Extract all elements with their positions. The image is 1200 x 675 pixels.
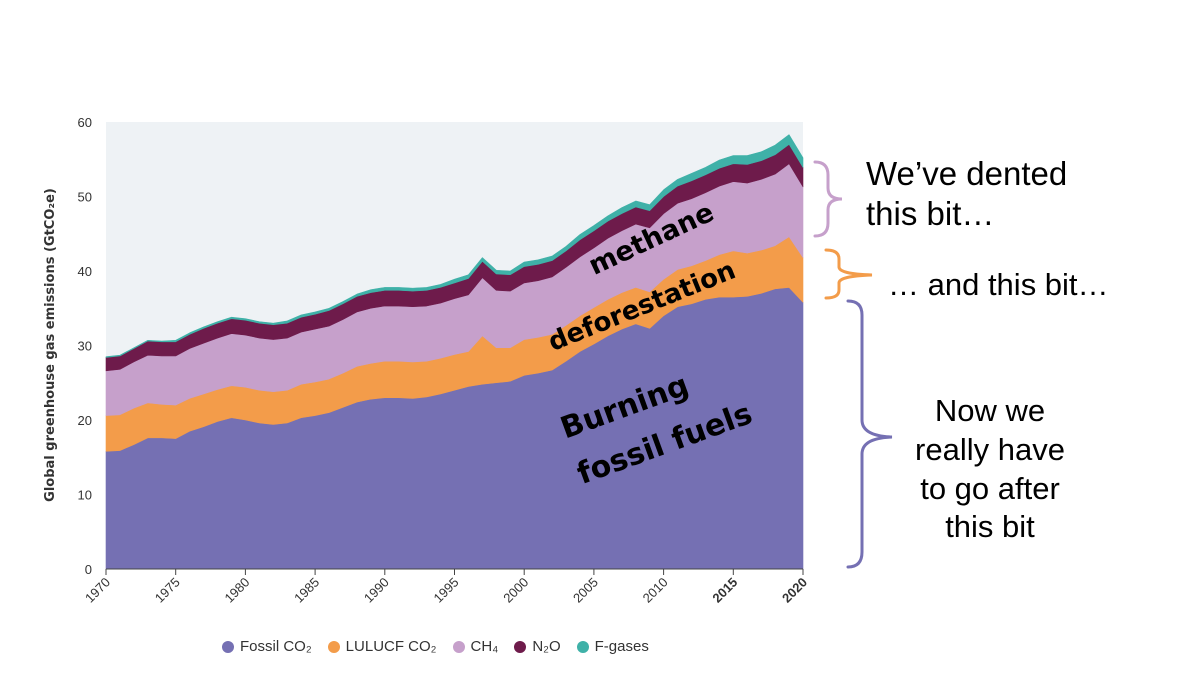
y-tick-label: 60 [78, 115, 92, 130]
x-tick-label: 1975 [152, 575, 183, 606]
methane-brace [813, 160, 843, 238]
x-tick-label: 2010 [640, 575, 671, 606]
x-tick-label: 2015 [709, 575, 740, 606]
y-tick-label: 40 [78, 264, 92, 279]
and-this-note: … and this bit… [888, 266, 1109, 303]
y-tick-label: 50 [78, 190, 92, 205]
area-f-gases [105, 134, 804, 358]
x-tick-label: 1970 [82, 575, 113, 606]
and-this-note-line: … and this bit… [888, 267, 1109, 302]
now-note-line1: Now we [934, 393, 1046, 428]
x-tick-label: 2005 [570, 575, 601, 606]
now-note-line4: this bit [945, 509, 1035, 545]
legend: Fossil CO₂ LULUCF CO₂ CH₄ N₂O F-gases [222, 638, 649, 655]
x-tick-label: 1980 [221, 575, 252, 606]
legend-item-f-gases: F-gases [576, 638, 649, 655]
now-note: Now we really have to go after this bit [880, 392, 1100, 547]
legend-label: N₂O [532, 638, 561, 655]
legend-swatch [576, 640, 589, 653]
legend-label: CH₄ [470, 638, 499, 655]
legend-label: F-gases [594, 638, 649, 655]
y-tick-label: 30 [78, 339, 92, 354]
legend-swatch [327, 640, 340, 653]
x-tick-label: 2020 [779, 575, 810, 606]
y-tick-label: 0 [85, 562, 92, 577]
x-tick-label: 1985 [291, 575, 322, 606]
legend-swatch [452, 640, 465, 653]
y-axis-label: Global greenhouse gas emissions (GtCO₂e) [43, 188, 58, 502]
legend-swatch [514, 640, 527, 653]
dented-note-line1: We’ve dented [866, 155, 1068, 192]
now-note-line3: to go after [920, 470, 1060, 506]
legend-label: LULUCF CO₂ [345, 638, 437, 655]
legend-item-n2o: N₂O [514, 638, 561, 655]
dented-note-line2: this bit… [866, 194, 995, 232]
legend-item-fossil-co2: Fossil CO₂ [222, 638, 312, 655]
stacked-areas [105, 134, 804, 570]
y-tick-label: 10 [78, 488, 92, 503]
legend-label: Fossil CO₂ [240, 638, 312, 655]
legend-swatch [222, 640, 234, 653]
deforestation-brace [824, 248, 873, 300]
y-tick-label: 20 [78, 413, 92, 428]
x-tick-label: 1995 [431, 575, 462, 606]
dented-note: We’ve dented this bit… [866, 154, 1067, 233]
legend-item-lulucf-co2: LULUCF CO₂ [327, 638, 437, 655]
now-note-line2: really have [915, 431, 1065, 467]
legend-item-ch4: CH₄ [452, 638, 499, 655]
x-tick-label: 2000 [500, 575, 531, 606]
fossil-brace [846, 299, 893, 569]
x-tick-label: 1990 [361, 575, 392, 606]
